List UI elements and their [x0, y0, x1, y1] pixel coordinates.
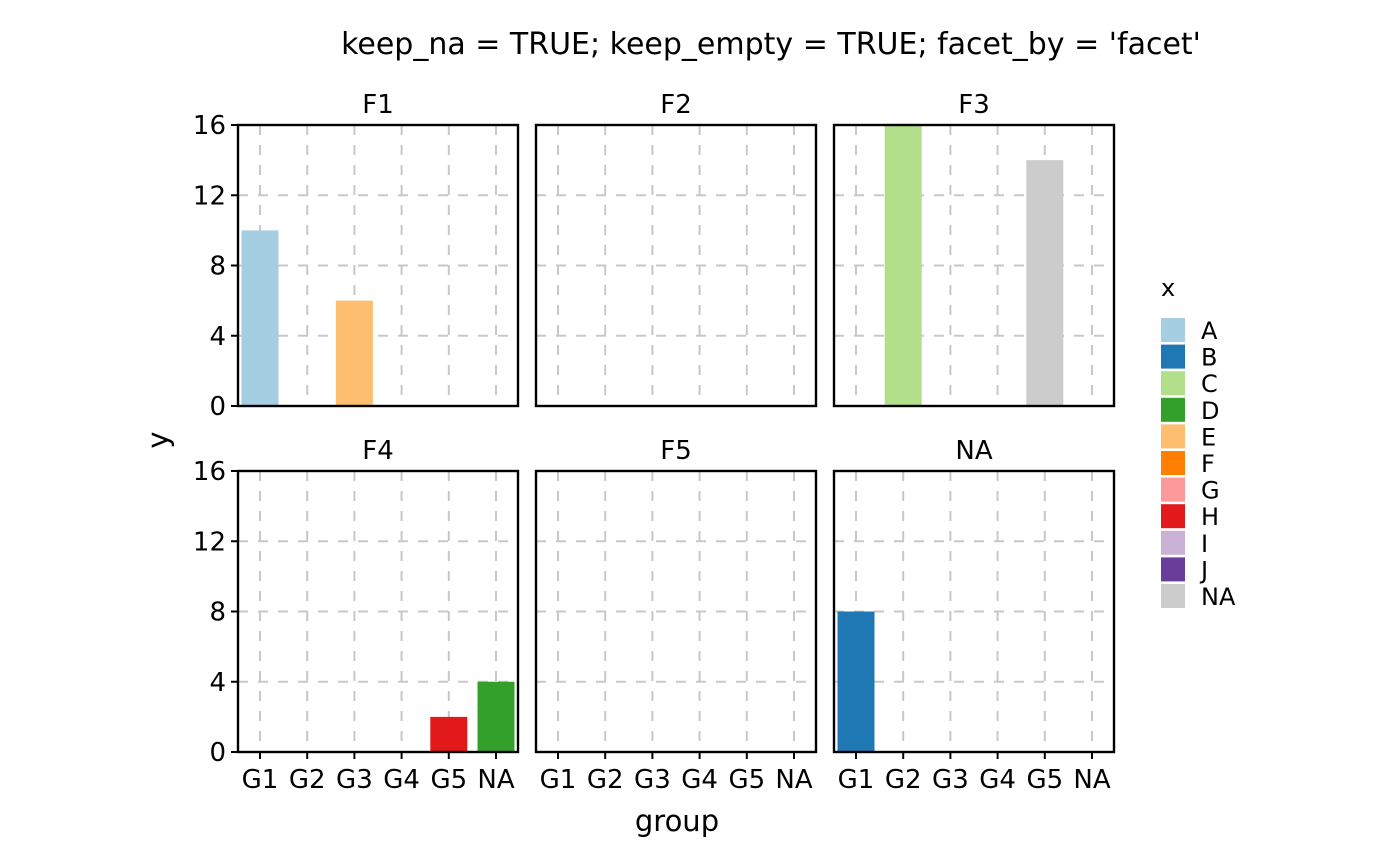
legend-item-a: A: [1161, 317, 1218, 345]
legend-item-f: F: [1161, 450, 1215, 478]
legend-label: A: [1201, 317, 1218, 345]
legend-label: G: [1201, 477, 1220, 505]
legend-item-na: NA: [1161, 583, 1236, 611]
legend-title: x: [1161, 274, 1175, 302]
bar-f1-g3: [335, 300, 373, 406]
legend-swatch: [1161, 397, 1185, 422]
legend-label: E: [1201, 423, 1216, 451]
legend-item-g: G: [1161, 477, 1220, 505]
panel-border: [832, 469, 1116, 754]
panel-border: [534, 123, 818, 408]
bar-f3-g5: [1026, 160, 1064, 406]
y-tick-label: 8: [209, 252, 226, 282]
facet-strip-label-f2: F2: [660, 90, 692, 120]
legend-item-j: J: [1161, 556, 1208, 584]
legend-item-h: H: [1161, 503, 1219, 531]
y-tick-label: 0: [209, 738, 226, 768]
x-tick-label: G2: [587, 765, 624, 795]
facet-panel-f1: F1 0 4 8 12 16: [193, 90, 520, 422]
x-tick-label: NA: [1073, 765, 1110, 795]
legend-swatch: [1161, 477, 1185, 502]
facet-strip-label-f3: F3: [958, 90, 990, 120]
facet-panels: F1 0 4 8 12 16 F2 F3 F4 0 4 8 12 16 G1 G2 G3 G4 G5 NA F5 G1 G2…: [193, 90, 1116, 795]
y-tick-label: 16: [193, 457, 226, 487]
bar-na-g1: [837, 611, 875, 752]
y-axis-title: y: [141, 431, 175, 448]
legend-label: C: [1201, 370, 1218, 398]
panel-border: [534, 469, 818, 754]
facet-strip-label-f5: F5: [660, 436, 692, 466]
x-tick-label: NA: [477, 765, 514, 795]
bar-f1-g1: [241, 230, 279, 406]
y-tick-label: 16: [193, 111, 226, 141]
x-tick-label: G3: [932, 765, 969, 795]
legend-item-i: I: [1161, 530, 1208, 558]
x-tick-label: G1: [838, 765, 875, 795]
bar-f4-na: [477, 681, 515, 752]
legend-label: NA: [1201, 583, 1236, 611]
legend-swatch: [1161, 557, 1185, 582]
facet-panel-na: NA G1 G2 G3 G4 G5 NA: [832, 436, 1116, 795]
legend-item-d: D: [1161, 397, 1219, 425]
facet-panel-f2: F2: [534, 90, 818, 408]
x-axis-title: group: [635, 804, 719, 838]
bar-f3-g2: [884, 125, 922, 406]
legend-item-b: B: [1161, 344, 1217, 372]
x-tick-label: G4: [979, 765, 1016, 795]
facet-panel-f5: F5 G1 G2 G3 G4 G5 NA: [534, 436, 818, 795]
x-tick-label: G4: [383, 765, 420, 795]
x-tick-label: G5: [1026, 765, 1063, 795]
legend-item-e: E: [1161, 423, 1216, 451]
x-tick-label: G4: [681, 765, 718, 795]
legend-swatch: [1161, 584, 1185, 608]
chart-title: keep_na = TRUE; keep_empty = TRUE; facet…: [341, 27, 1201, 62]
facet-panel-f3: F3: [832, 90, 1116, 408]
x-tick-label: G2: [885, 765, 922, 795]
legend-swatch: [1161, 344, 1185, 369]
x-tick-label: G1: [540, 765, 577, 795]
x-tick-label: G3: [336, 765, 373, 795]
facet-strip-label-f1: F1: [362, 90, 394, 120]
legend-label: F: [1201, 450, 1215, 478]
bar-f4-g5: [430, 716, 468, 752]
facet-strip-label-na: NA: [955, 436, 992, 466]
y-tick-label: 4: [209, 668, 226, 698]
legend-swatch: [1161, 504, 1185, 529]
legend-label: J: [1199, 556, 1208, 584]
y-tick-label: 8: [209, 598, 226, 628]
x-tick-label: G2: [289, 765, 326, 795]
legend-swatch: [1161, 451, 1185, 475]
y-tick-label: 12: [193, 181, 226, 211]
x-tick-label: NA: [775, 765, 812, 795]
legend-swatch: [1161, 530, 1185, 555]
legend-item-c: C: [1161, 370, 1218, 398]
legend-label: H: [1201, 503, 1219, 531]
y-tick-label: 4: [209, 322, 226, 352]
legend-label: D: [1201, 397, 1219, 425]
facet-panel-f4: F4 0 4 8 12 16 G1 G2 G3 G4 G5 NA: [193, 436, 520, 795]
legend-swatch: [1161, 318, 1185, 342]
panel-border: [832, 123, 1116, 408]
legend-label: B: [1201, 344, 1217, 372]
x-tick-label: G1: [242, 765, 279, 795]
facet-strip-label-f4: F4: [362, 436, 394, 466]
x-tick-label: G5: [430, 765, 467, 795]
legend-swatch: [1161, 424, 1185, 449]
legend-swatch: [1161, 371, 1185, 396]
x-tick-label: G5: [728, 765, 765, 795]
y-tick-label: 12: [193, 527, 226, 557]
legend-label: I: [1201, 530, 1208, 558]
y-tick-label: 0: [209, 392, 226, 422]
x-tick-label: G3: [634, 765, 671, 795]
